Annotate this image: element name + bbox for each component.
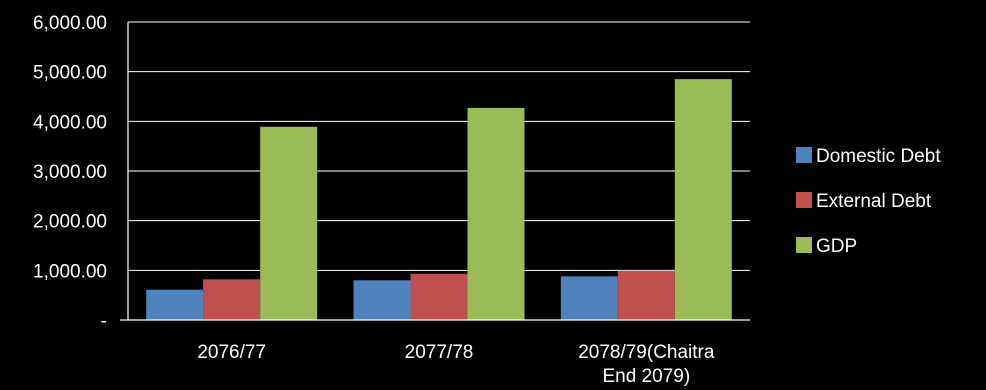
grid-lines xyxy=(128,21,750,271)
bar-domestic-debt xyxy=(353,280,411,320)
bar-external-debt xyxy=(410,273,468,320)
legend-swatch xyxy=(796,192,812,208)
y-tick-label: 3,000.00 xyxy=(33,162,107,183)
y-tick-label: 5,000.00 xyxy=(33,63,107,84)
bar-domestic-debt xyxy=(560,276,618,320)
legend-label: Domestic Debt xyxy=(816,146,941,167)
y-tick-labels: - 1,000.00 2,000.00 3,000.00 4,000.00 5,000.0… xyxy=(33,13,107,332)
legend: Domestic Debt External Debt GDP xyxy=(796,146,941,257)
legend-swatch xyxy=(796,147,812,163)
category-label: 2077/78 xyxy=(405,342,474,363)
category-label: End 2079) xyxy=(602,366,690,387)
axes xyxy=(120,22,750,321)
category-labels: 2076/77 2077/78 2078/79(Chaitra End 2079) xyxy=(197,342,715,387)
bar-external-debt xyxy=(203,279,261,320)
legend-label: GDP xyxy=(816,236,857,257)
y-tick-label: 4,000.00 xyxy=(33,112,107,133)
bar-gdp xyxy=(674,79,732,320)
y-tick-label: 6,000.00 xyxy=(33,13,107,34)
bars xyxy=(146,79,732,321)
bar-gdp xyxy=(260,126,318,321)
category-label: 2076/77 xyxy=(197,342,266,363)
y-tick-label: 1,000.00 xyxy=(33,261,107,282)
category-label: 2078/79(Chaitra xyxy=(578,342,715,363)
legend-swatch xyxy=(796,237,812,253)
bar-external-debt xyxy=(617,270,675,320)
y-tick-label: 2,000.00 xyxy=(33,212,107,233)
bar-domestic-debt xyxy=(146,289,204,320)
legend-label: External Debt xyxy=(816,191,932,212)
y-tick-label: - xyxy=(101,311,107,332)
bar-gdp xyxy=(467,107,525,320)
